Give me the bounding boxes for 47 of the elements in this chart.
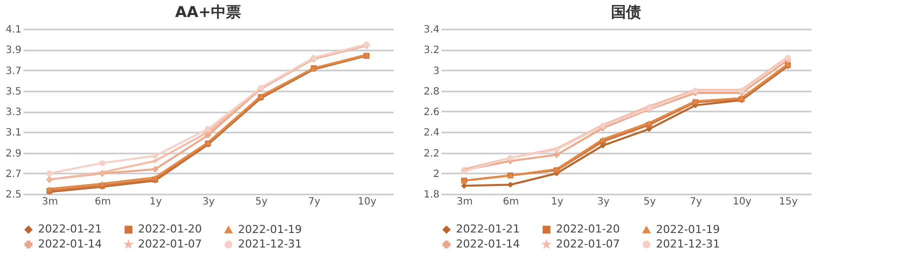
chart-title: 国债 [611, 3, 641, 21]
x-tick-label: 15y [779, 196, 798, 208]
y-tick-label: 2.2 [424, 148, 440, 160]
x-tick-label: 6m [94, 196, 111, 208]
x-tick-label: 5y [643, 196, 656, 208]
x-tick-label: 7y [690, 196, 702, 208]
x-tick-label: 3y [202, 196, 215, 208]
x-tick-label: 10y [358, 196, 376, 208]
x-tick-label: 1y [150, 196, 162, 208]
chart-title: AA+中票 [175, 3, 241, 21]
x-tick-label: 1y [550, 196, 564, 208]
y-tick-label: 2.7 [6, 168, 22, 180]
y-tick-label: 3.5 [6, 86, 22, 98]
legend-label: 2022-01-20 [138, 222, 202, 236]
legend-label: 2022-01-14 [38, 238, 102, 250]
y-tick-label: 2.6 [424, 107, 440, 118]
y-tick-label: 3.4 [424, 24, 440, 36]
legend-label: 2021-12-31 [238, 238, 302, 250]
y-tick-label: 3.1 [6, 128, 22, 139]
legend-label: 2022-01-21 [38, 222, 102, 236]
y-tick-label: 1.8 [424, 190, 440, 200]
y-tick-label: 4.1 [6, 24, 22, 36]
y-tick-label: 2.4 [424, 128, 440, 139]
y-tick-label: 2.8 [424, 86, 440, 98]
x-tick-label: 10y [732, 196, 752, 208]
legend-label: 2022-01-21 [456, 222, 520, 236]
legend-label: 2022-01-14 [456, 238, 520, 250]
y-tick-label: 2 [433, 168, 440, 180]
legend-label: 2022-01-19 [656, 222, 720, 236]
legend-label: 2022-01-07 [556, 238, 620, 250]
x-tick-label: 3m [456, 196, 473, 208]
legend-label: 2022-01-07 [138, 238, 202, 250]
x-tick-label: 3m [42, 196, 58, 208]
y-tick-label: 2.9 [6, 148, 22, 160]
y-tick-label: 2.5 [6, 190, 22, 200]
y-tick-label: 3.9 [6, 45, 22, 56]
y-tick-label: 3.3 [6, 107, 22, 118]
legend-label: 2022-01-19 [238, 222, 302, 236]
y-tick-label: 3.7 [6, 66, 22, 77]
y-tick-label: 3.2 [424, 45, 440, 56]
y-tick-label: 3 [433, 66, 440, 77]
legend-label: 2021-12-31 [656, 238, 720, 250]
legend-label: 2022-01-20 [556, 222, 620, 236]
x-tick-label: 3y [597, 196, 610, 208]
x-tick-label: 6m [502, 196, 519, 208]
x-tick-label: 7y [308, 196, 320, 208]
x-tick-label: 5y [255, 196, 268, 208]
